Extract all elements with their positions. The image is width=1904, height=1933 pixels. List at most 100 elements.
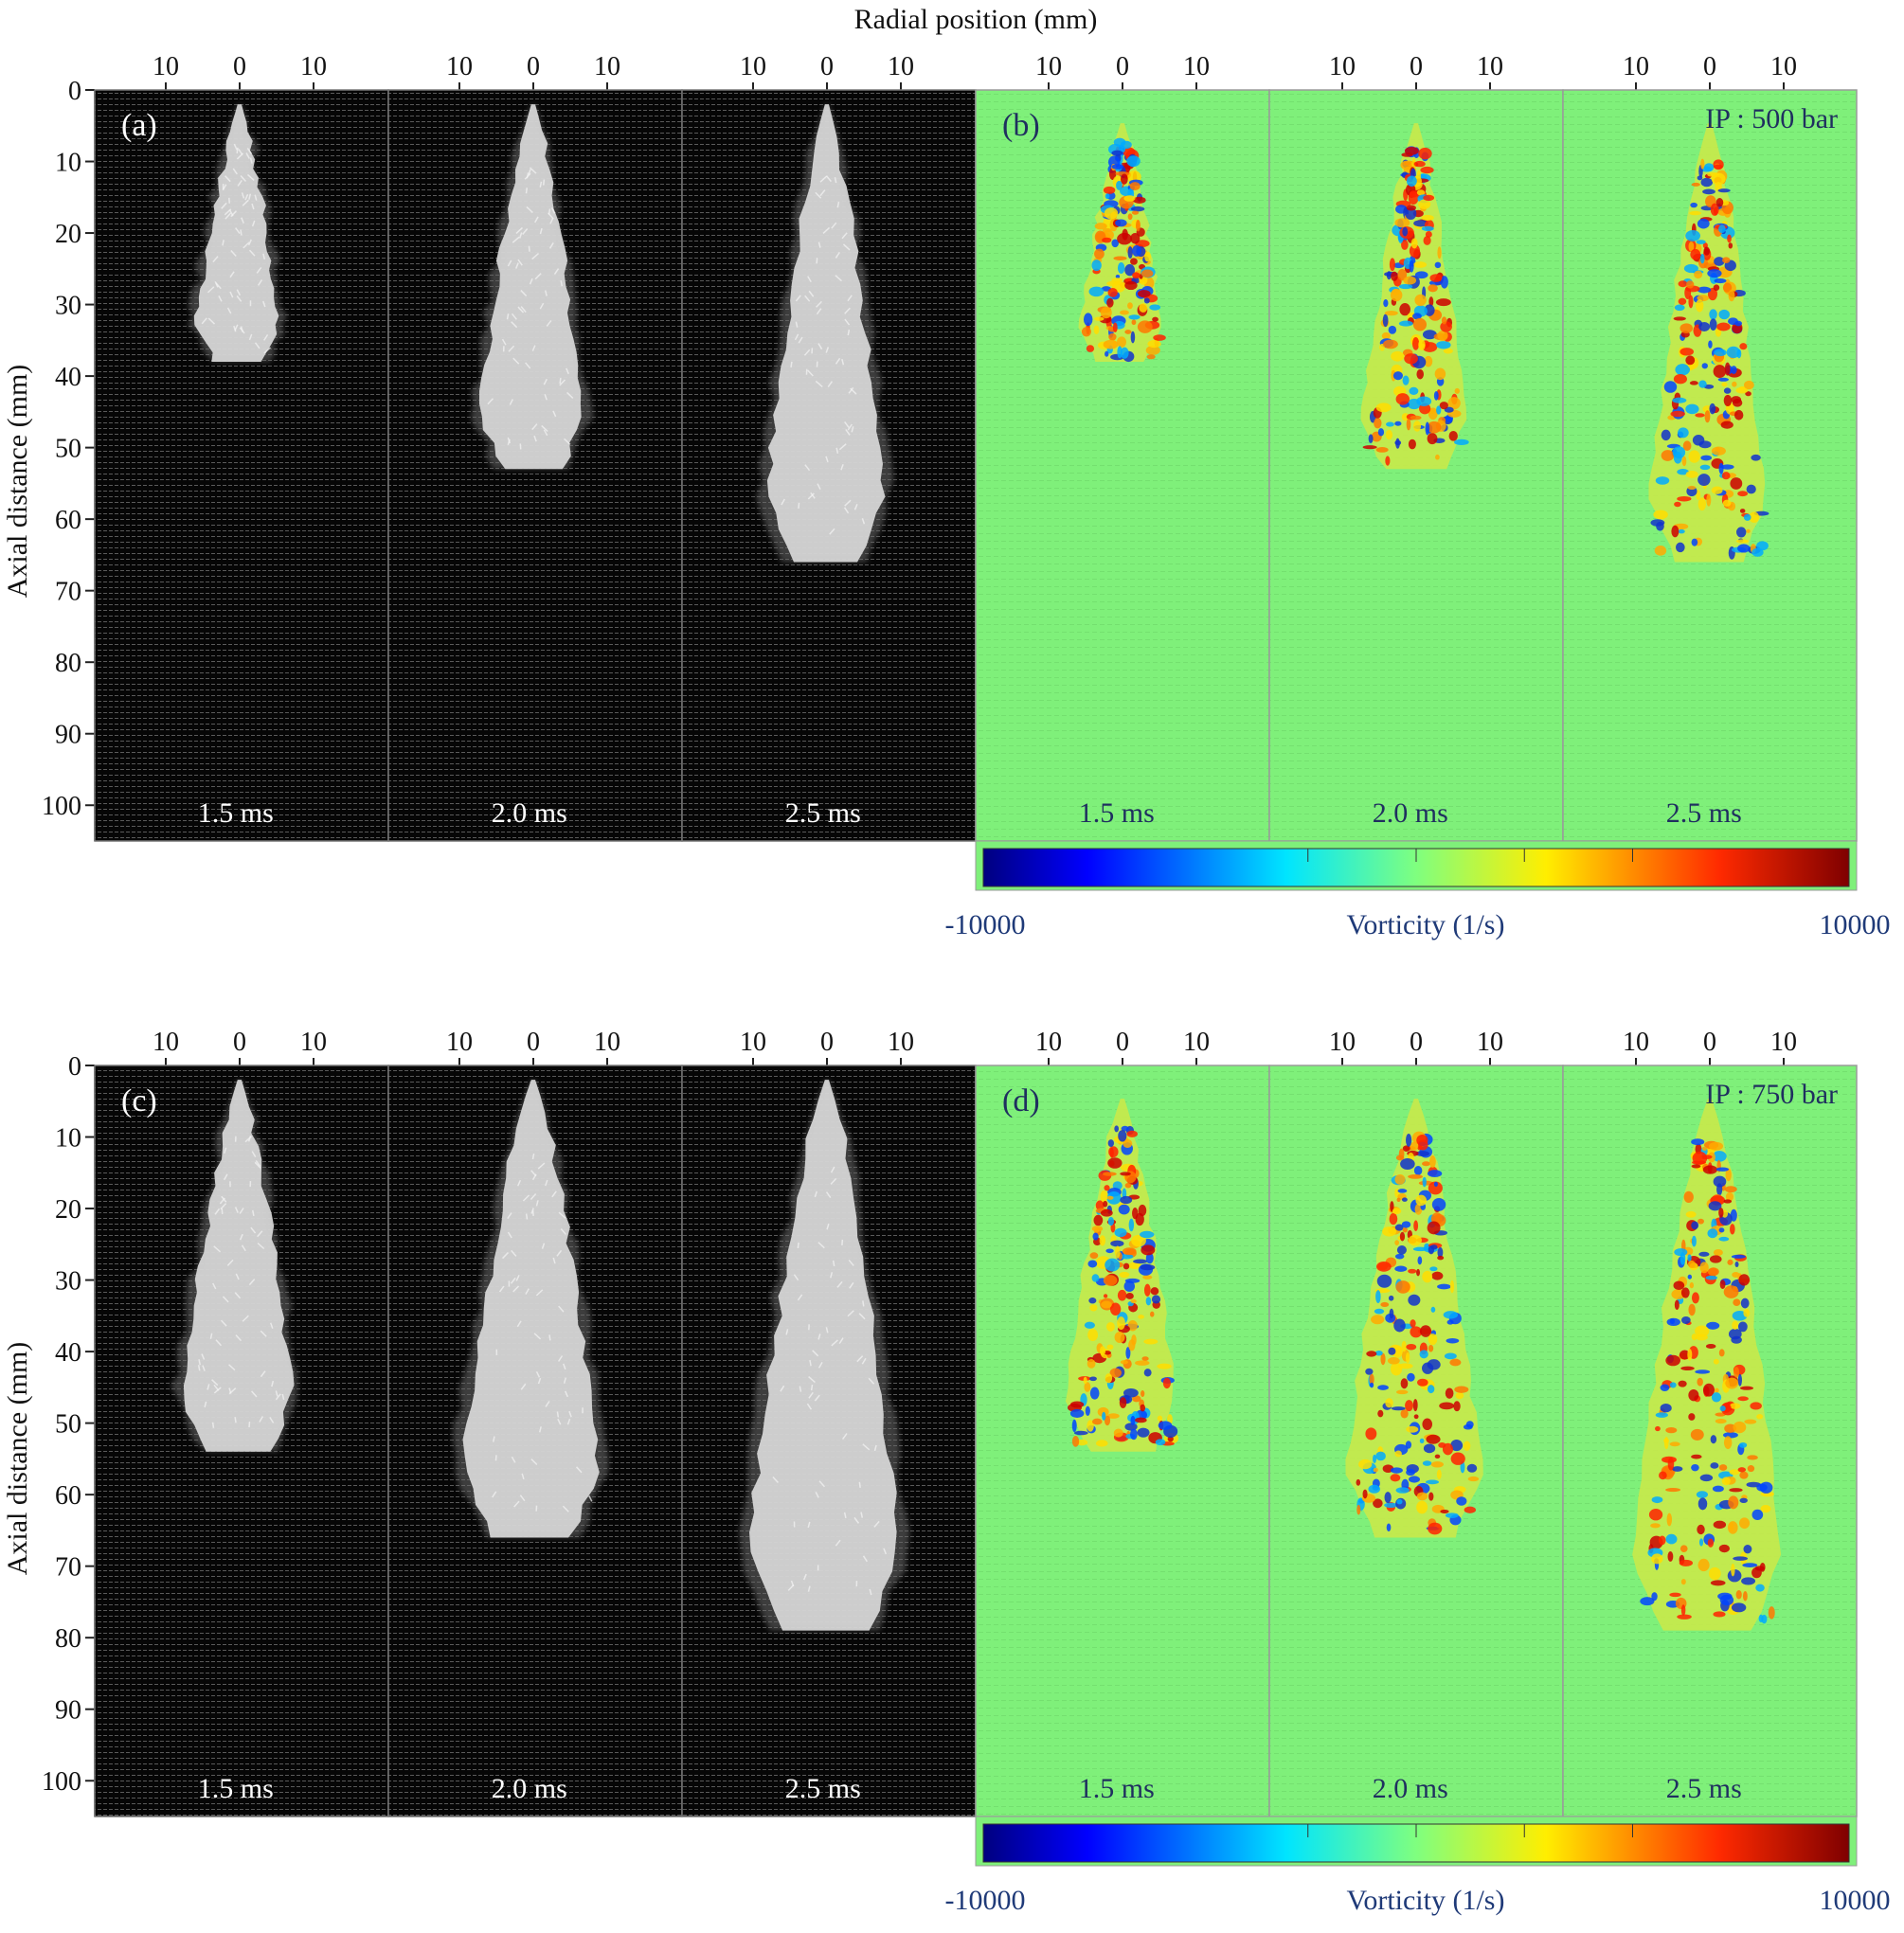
spray-vector — [819, 175, 828, 183]
vorticity-blob — [1368, 434, 1374, 444]
axial-tick-label: 60 — [55, 1481, 81, 1511]
spray-vector — [239, 327, 245, 334]
time-label: 2.5 ms — [785, 797, 861, 829]
vorticity-blob — [1087, 1358, 1096, 1369]
vorticity-blob — [1356, 1504, 1361, 1515]
vorticity-blob — [1153, 334, 1166, 341]
vorticity-blob — [1120, 1172, 1131, 1176]
vorticity-blob — [1399, 1231, 1406, 1242]
vorticity-blob — [1091, 1418, 1103, 1425]
vorticity-blob — [1437, 246, 1442, 260]
time-label: 1.5 ms — [1079, 1773, 1155, 1804]
vorticity-blob — [1416, 396, 1432, 406]
vorticity-blob — [1390, 1474, 1401, 1482]
vorticity-blob — [1709, 1255, 1722, 1263]
vorticity-blob — [1088, 286, 1105, 297]
spray-vector — [519, 1494, 526, 1502]
vorticity-blob — [1149, 1311, 1155, 1317]
spray-vector — [222, 184, 227, 191]
vorticity-blob — [1436, 341, 1451, 349]
vorticity-blob — [1394, 1265, 1408, 1272]
vorticity-blob — [1416, 1134, 1428, 1146]
spray-vector — [531, 1153, 535, 1160]
vorticity-blob — [1145, 345, 1160, 355]
spray-vector — [826, 1223, 830, 1230]
vorticity-blob — [1691, 1333, 1697, 1341]
vorticity-blob — [1414, 294, 1427, 307]
vorticity-blob — [1420, 1325, 1432, 1337]
vorticity-blob — [1733, 1421, 1747, 1434]
vorticity-blob — [1709, 318, 1717, 331]
spray-vector — [534, 273, 542, 280]
vorticity-blob — [1415, 1151, 1430, 1156]
vorticity-blob — [1685, 355, 1696, 366]
spray-vector — [221, 202, 227, 209]
spray-vector — [795, 321, 799, 328]
spray-vector — [213, 1245, 222, 1253]
vorticity-blob — [1123, 1262, 1130, 1270]
spray-vector — [848, 386, 854, 394]
spray-vector — [260, 1370, 266, 1378]
vorticity-blob — [1370, 1382, 1374, 1388]
vorticity-blob — [1089, 1376, 1097, 1382]
vorticity-blob — [1394, 421, 1402, 426]
vorticity-blob — [1713, 365, 1727, 379]
vorticity-blob — [1684, 286, 1692, 300]
spray-vector — [207, 286, 215, 294]
vorticity-blob — [1425, 421, 1430, 436]
vorticity-blob — [1117, 1316, 1125, 1331]
vorticity-blob — [1125, 1347, 1131, 1359]
spray-vector — [225, 175, 231, 183]
vorticity-blob — [1407, 1372, 1415, 1382]
vorticity-blob — [1697, 218, 1710, 229]
vorticity-blob — [1385, 1398, 1393, 1408]
vorticity-blob — [1699, 464, 1711, 471]
vorticity-blob — [1701, 1146, 1708, 1151]
vorticity-blob — [1710, 1580, 1726, 1586]
vorticity-blob — [1688, 241, 1695, 252]
vorticity-blob — [1711, 446, 1726, 456]
colorbar-title: Vorticity (1/s) — [1347, 1885, 1505, 1916]
radial-tick-label: 10 — [1183, 1028, 1210, 1057]
vorticity-blob — [1718, 309, 1731, 320]
vorticity-blob — [1373, 1454, 1377, 1464]
vorticity-blob — [1447, 397, 1461, 410]
vorticity-blob — [1382, 339, 1398, 349]
spray-vector — [512, 357, 520, 365]
spray-vector — [516, 1320, 522, 1328]
vorticity-blob — [1731, 1254, 1746, 1259]
axial-tick-label: 30 — [55, 1267, 81, 1297]
spray-plume — [470, 104, 594, 470]
vorticity-blob — [1103, 1275, 1118, 1286]
vorticity-blob — [1149, 304, 1161, 311]
vorticity-blob — [1708, 1566, 1721, 1581]
time-label: 2.5 ms — [1666, 797, 1742, 829]
vorticity-blob — [1402, 1226, 1408, 1233]
spray-vector — [840, 463, 844, 471]
vorticity-blob — [1732, 381, 1737, 387]
spray-vector — [248, 193, 252, 200]
vorticity-blob — [1120, 310, 1129, 315]
vorticity-blob — [1713, 1611, 1726, 1618]
spray-vector — [254, 194, 258, 201]
vorticity-blob — [1433, 1181, 1438, 1187]
spray-vector — [515, 1275, 520, 1281]
vorticity-blob — [1735, 539, 1750, 544]
vorticity-blob — [1428, 1522, 1443, 1535]
spray-vector — [539, 227, 543, 235]
spray-vector — [270, 1322, 274, 1330]
vorticity-blob — [1743, 513, 1751, 521]
vorticity-blob — [1118, 1130, 1127, 1142]
radial-tick-label: 0 — [820, 52, 834, 81]
spray-vector — [211, 1379, 219, 1387]
vorticity-blob — [1730, 366, 1737, 374]
vorticity-blob — [1117, 232, 1132, 245]
vorticity-blob — [1100, 1208, 1113, 1217]
vorticity-blob — [1155, 1439, 1166, 1446]
vorticity-blob — [1390, 288, 1403, 302]
vorticity-blob — [1687, 485, 1697, 490]
vorticity-blob — [1427, 1385, 1435, 1394]
vorticity-blob — [1382, 313, 1389, 328]
vorticity-blob — [1395, 438, 1400, 449]
spray-vector — [198, 1359, 201, 1366]
